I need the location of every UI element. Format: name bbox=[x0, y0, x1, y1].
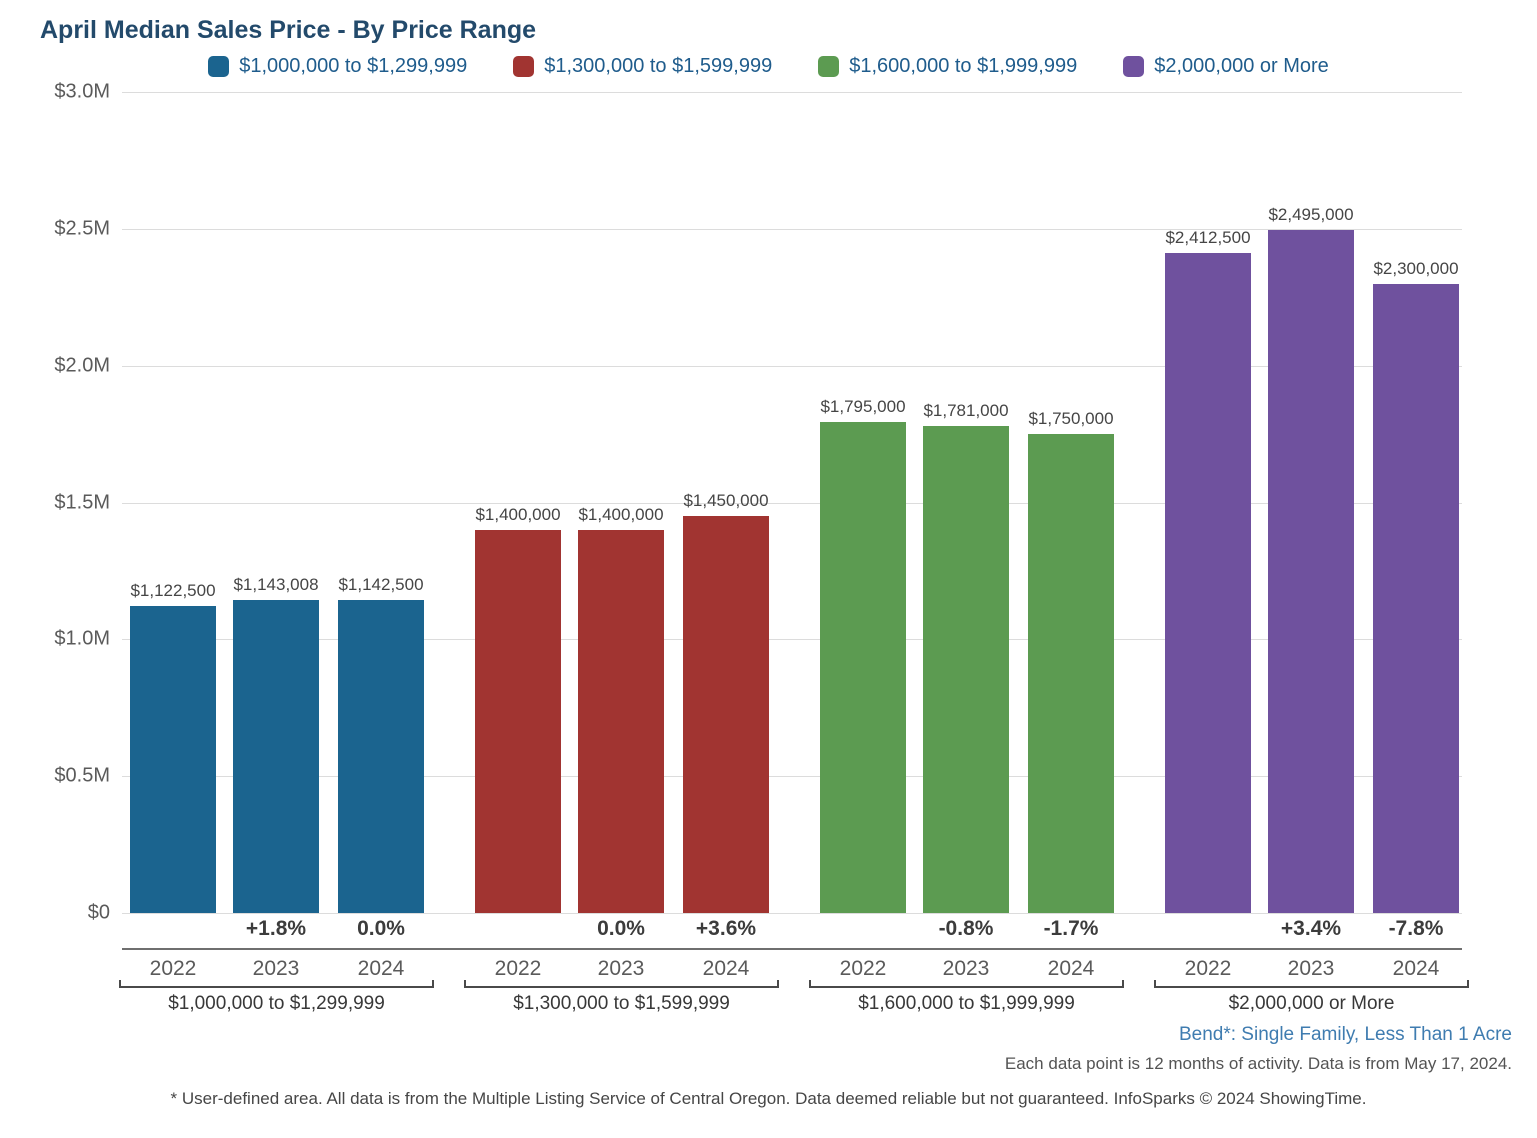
y-axis-tick-label: $2.0M bbox=[54, 354, 110, 377]
x-axis-year-label: 2024 bbox=[1047, 957, 1095, 980]
bar-value-label: $1,795,000 bbox=[820, 397, 906, 416]
category-axis-line bbox=[122, 948, 1462, 950]
y-axis-tick-label: $0.5M bbox=[54, 764, 110, 787]
plot-area: $1,122,500 $1,143,008 $1,142,500 $1,400,000… bbox=[122, 92, 1462, 914]
legend-item[interactable]: $2,000,000 or More bbox=[1123, 55, 1329, 78]
legend: $1,000,000 to $1,299,999 $1,300,000 to $1… bbox=[0, 55, 1537, 78]
legend-swatch-icon bbox=[818, 56, 840, 77]
gridline bbox=[122, 503, 1462, 504]
pct-change-label: -1.7% bbox=[1043, 917, 1099, 940]
y-axis-tick-label: $2.5M bbox=[54, 217, 110, 240]
y-axis-tick-label: $0 bbox=[87, 901, 110, 924]
bar bbox=[820, 422, 906, 913]
legend-label: $1,600,000 to $1,999,999 bbox=[849, 55, 1078, 77]
bar-value-label: $1,122,500 bbox=[130, 581, 216, 600]
x-axis-year-label: 2022 bbox=[1184, 957, 1232, 980]
group-bracket bbox=[1154, 980, 1469, 988]
group-bracket bbox=[464, 980, 779, 988]
bar bbox=[1268, 230, 1354, 913]
legend-swatch-icon bbox=[1123, 56, 1145, 77]
x-axis-year-label: 2023 bbox=[1287, 957, 1335, 980]
gridline bbox=[122, 366, 1462, 367]
x-axis-year-label: 2022 bbox=[839, 957, 887, 980]
bar bbox=[1373, 284, 1459, 913]
bar bbox=[683, 516, 769, 913]
group-range-label: $1,000,000 to $1,299,999 bbox=[168, 993, 385, 1014]
group-range-label: $2,000,000 or More bbox=[1228, 993, 1395, 1014]
gridline bbox=[122, 913, 1462, 914]
group-bracket bbox=[119, 980, 434, 988]
y-axis-tick-label: $1.0M bbox=[54, 627, 110, 650]
x-axis-year-label: 2023 bbox=[942, 957, 990, 980]
data-note: Each data point is 12 months of activity… bbox=[1004, 1054, 1512, 1073]
pct-change-label: 0.0% bbox=[357, 917, 405, 940]
x-axis-year-label: 2024 bbox=[357, 957, 405, 980]
bar-value-label: $2,300,000 bbox=[1373, 259, 1459, 278]
x-axis-year-label: 2023 bbox=[597, 957, 645, 980]
x-axis-year-label: 2024 bbox=[1392, 957, 1440, 980]
bar-value-label: $1,781,000 bbox=[923, 401, 1009, 420]
gridline bbox=[122, 639, 1462, 640]
pct-change-label: +3.6% bbox=[695, 917, 757, 940]
pct-change-label: 0.0% bbox=[597, 917, 645, 940]
bar bbox=[130, 606, 216, 913]
bar-value-label: $1,142,500 bbox=[338, 575, 424, 594]
bar bbox=[1028, 434, 1114, 913]
pct-change-label: +3.4% bbox=[1280, 917, 1342, 940]
legend-item[interactable]: $1,600,000 to $1,999,999 bbox=[818, 55, 1077, 78]
bar bbox=[233, 600, 319, 913]
bar-value-label: $1,400,000 bbox=[578, 505, 664, 524]
bar bbox=[1165, 253, 1251, 913]
group-range-label: $1,300,000 to $1,599,999 bbox=[513, 993, 730, 1014]
bar-value-label: $1,450,000 bbox=[683, 491, 769, 510]
x-axis-year-label: 2024 bbox=[702, 957, 750, 980]
gridline bbox=[122, 229, 1462, 230]
y-axis-tick-label: $1.5M bbox=[54, 491, 110, 514]
bar bbox=[923, 426, 1009, 913]
legend-label: $1,000,000 to $1,299,999 bbox=[239, 55, 468, 77]
gridline bbox=[122, 92, 1462, 93]
bar-value-label: $1,750,000 bbox=[1028, 409, 1114, 428]
legend-item[interactable]: $1,300,000 to $1,599,999 bbox=[513, 55, 772, 78]
group-range-label: $1,600,000 to $1,999,999 bbox=[858, 993, 1075, 1014]
bar bbox=[578, 530, 664, 913]
bar bbox=[338, 600, 424, 913]
gridline bbox=[122, 776, 1462, 777]
group-bracket bbox=[809, 980, 1124, 988]
bar-value-label: $1,143,008 bbox=[233, 575, 319, 594]
pct-change-label: -0.8% bbox=[938, 917, 994, 940]
y-axis-tick-label: $3.0M bbox=[54, 80, 110, 103]
bar-value-label: $2,412,500 bbox=[1165, 228, 1251, 247]
pct-change-label: +1.8% bbox=[245, 917, 307, 940]
bar-value-label: $1,400,000 bbox=[475, 505, 561, 524]
legend-swatch-icon bbox=[208, 56, 230, 77]
area-note: Bend*: Single Family, Less Than 1 Acre bbox=[1178, 1024, 1512, 1045]
x-axis-year-label: 2022 bbox=[149, 957, 197, 980]
bar bbox=[475, 530, 561, 913]
disclaimer: * User-defined area. All data is from th… bbox=[170, 1089, 1367, 1108]
x-axis-year-label: 2023 bbox=[252, 957, 300, 980]
legend-label: $2,000,000 or More bbox=[1154, 55, 1329, 77]
legend-item[interactable]: $1,000,000 to $1,299,999 bbox=[208, 55, 467, 78]
legend-swatch-icon bbox=[513, 56, 535, 77]
chart-title: April Median Sales Price - By Price Rang… bbox=[40, 16, 537, 44]
x-axis-year-label: 2022 bbox=[494, 957, 542, 980]
bar-value-label: $2,495,000 bbox=[1268, 205, 1354, 224]
legend-label: $1,300,000 to $1,599,999 bbox=[544, 55, 773, 77]
pct-change-label: -7.8% bbox=[1388, 917, 1444, 940]
